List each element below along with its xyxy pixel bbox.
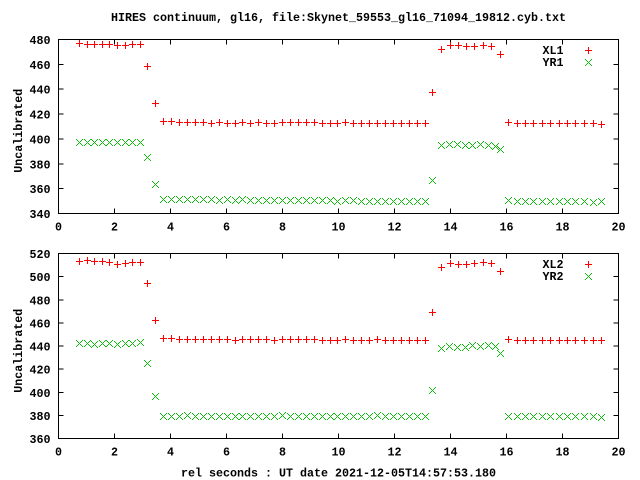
svg-text:0: 0 (55, 221, 62, 235)
svg-text:10: 10 (332, 446, 346, 460)
svg-text:2: 2 (111, 446, 118, 460)
svg-text:14: 14 (444, 446, 459, 460)
svg-text:460: 460 (30, 317, 51, 331)
svg-text:10: 10 (332, 221, 346, 235)
svg-text:HIRES continuum, gl16, file:Sk: HIRES continuum, gl16, file:Skynet_59553… (111, 11, 566, 25)
svg-text:XL1: XL1 (543, 44, 564, 58)
svg-text:400: 400 (30, 133, 51, 147)
svg-text:6: 6 (223, 221, 230, 235)
svg-text:480: 480 (30, 34, 51, 48)
svg-text:8: 8 (279, 446, 286, 460)
svg-text:16: 16 (500, 221, 514, 235)
svg-text:360: 360 (30, 433, 51, 447)
svg-text:Uncalibrated: Uncalibrated (12, 89, 26, 173)
svg-text:YR1: YR1 (543, 56, 564, 70)
svg-text:4: 4 (167, 446, 175, 460)
svg-text:2: 2 (111, 221, 118, 235)
svg-text:18: 18 (556, 446, 570, 460)
svg-text:6: 6 (223, 446, 230, 460)
svg-text:0: 0 (55, 446, 62, 460)
svg-text:20: 20 (612, 221, 626, 235)
svg-text:18: 18 (556, 221, 570, 235)
svg-text:14: 14 (444, 221, 459, 235)
svg-text:8: 8 (279, 221, 286, 235)
svg-text:400: 400 (30, 387, 51, 401)
svg-text:500: 500 (30, 271, 51, 285)
svg-text:480: 480 (30, 294, 51, 308)
svg-text:rel seconds : UT date 2021-12-: rel seconds : UT date 2021-12-05T14:57:5… (181, 467, 496, 480)
svg-text:440: 440 (30, 84, 51, 98)
svg-text:16: 16 (500, 446, 514, 460)
svg-text:380: 380 (30, 410, 51, 424)
svg-text:XL2: XL2 (543, 258, 564, 272)
svg-text:360: 360 (30, 183, 51, 197)
svg-text:420: 420 (30, 109, 51, 123)
svg-text:Uncalibrated: Uncalibrated (12, 309, 26, 393)
svg-text:460: 460 (30, 59, 51, 73)
svg-text:420: 420 (30, 364, 51, 378)
svg-text:520: 520 (30, 248, 51, 262)
svg-text:12: 12 (388, 221, 402, 235)
svg-text:4: 4 (167, 221, 175, 235)
svg-text:20: 20 (612, 446, 626, 460)
svg-text:12: 12 (388, 446, 402, 460)
svg-text:340: 340 (30, 208, 51, 222)
svg-text:380: 380 (30, 158, 51, 172)
svg-text:440: 440 (30, 341, 51, 355)
svg-text:YR2: YR2 (543, 270, 564, 284)
